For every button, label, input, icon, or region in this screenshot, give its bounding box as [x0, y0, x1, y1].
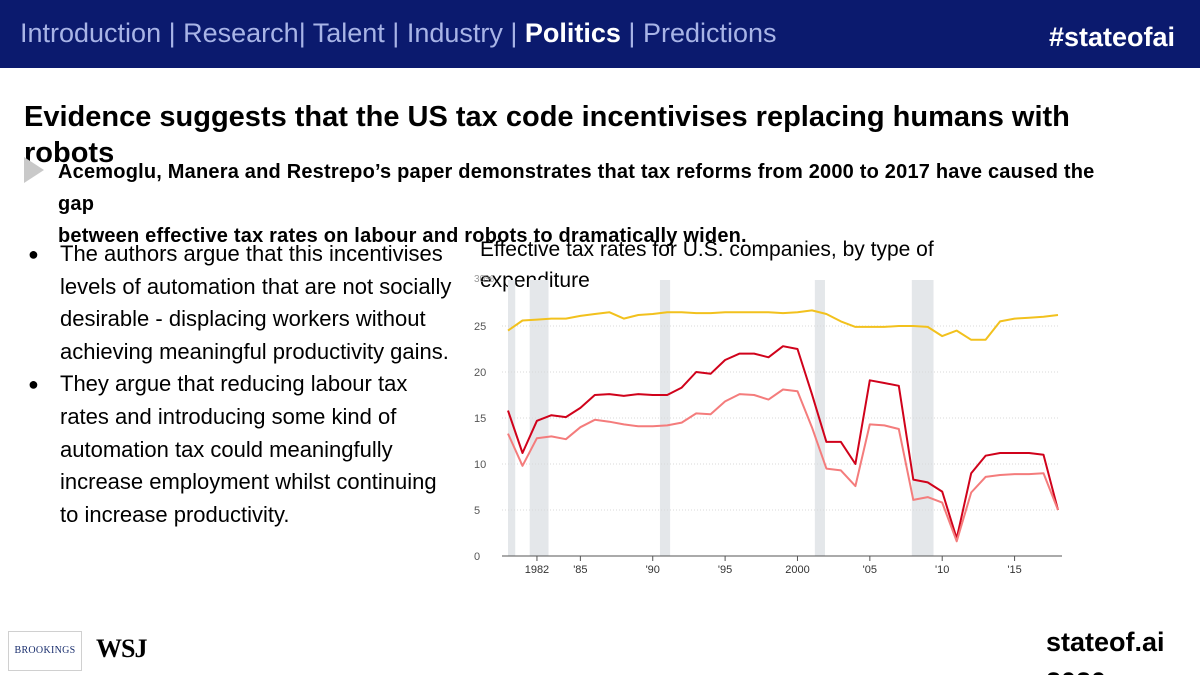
arrow-icon	[24, 157, 44, 183]
y-tick-label: 10	[474, 459, 486, 471]
slide-title: Evidence suggests that the US tax code i…	[24, 101, 1070, 169]
x-tick-label: '95	[718, 564, 732, 576]
subtitle-line-1: Acemoglu, Manera and Restrepo’s paper de…	[58, 161, 1095, 215]
recession-band	[659, 280, 671, 556]
series-line-labor	[507, 309, 1059, 341]
nav-politics[interactable]: Politics	[524, 18, 621, 48]
tax-rate-chart: 051015202530%1982'85'90'952000'05'10'15L…	[474, 274, 1062, 576]
y-tick-label: 20	[474, 367, 486, 379]
nav-separator: |	[502, 18, 525, 48]
nav-separator: |	[161, 18, 184, 48]
bullet-dot-icon: ●	[28, 374, 39, 395]
x-tick-label: 2000	[785, 564, 809, 576]
slide-subtitle: Acemoglu, Manera and Restrepo’s paper de…	[24, 156, 1134, 252]
x-tick-label: '05	[863, 564, 877, 576]
y-tick-label: 5	[474, 505, 480, 517]
subtitle-line-2: between effective tax rates on labour an…	[58, 225, 747, 247]
bullet-list: ● The authors argue that this incentivise…	[24, 238, 454, 531]
bullet-item: ● They argue that reducing labour tax rat…	[24, 368, 454, 531]
header-bar: Introduction | Research| Talent | Indust…	[0, 0, 1200, 68]
x-tick-label: 1982	[525, 564, 549, 576]
y-tick-label: 15	[474, 413, 486, 425]
nav-industry[interactable]: Industry	[406, 18, 503, 48]
section-nav: Introduction | Research| Talent | Indust…	[20, 18, 777, 49]
y-top-label: 30%	[474, 274, 494, 285]
x-tick-label: '15	[1007, 564, 1021, 576]
bullet-text: The authors argue that this incentivises…	[60, 241, 452, 364]
nav-talent[interactable]: Talent	[312, 18, 385, 48]
footer-brand: stateof.ai 2020	[1046, 627, 1165, 675]
wsj-logo: WSJ	[96, 634, 147, 663]
recession-band	[529, 280, 549, 556]
bullet-item: ● The authors argue that this incentivise…	[24, 238, 454, 368]
y-tick-label: 0	[474, 551, 480, 563]
hashtag: #stateofai	[1049, 22, 1176, 52]
nav-research[interactable]: Research	[183, 18, 299, 48]
nav-separator: |	[298, 18, 313, 48]
nav-separator: |	[620, 18, 643, 48]
y-tick-label: 25	[474, 321, 486, 333]
x-tick-label: '90	[646, 564, 660, 576]
nav-predictions[interactable]: Predictions	[642, 18, 777, 48]
nav-introduction[interactable]: Introduction	[20, 18, 162, 48]
series-line-equipment	[507, 388, 1059, 543]
series-line-software	[507, 345, 1059, 540]
bullet-dot-icon: ●	[28, 244, 39, 264]
nav-separator: |	[384, 18, 407, 48]
bullet-text: They argue that reducing labour tax rate…	[60, 371, 437, 527]
x-tick-label: '85	[573, 564, 587, 576]
brookings-logo: BROOKINGS	[8, 631, 82, 671]
x-tick-label: '10	[935, 564, 949, 576]
